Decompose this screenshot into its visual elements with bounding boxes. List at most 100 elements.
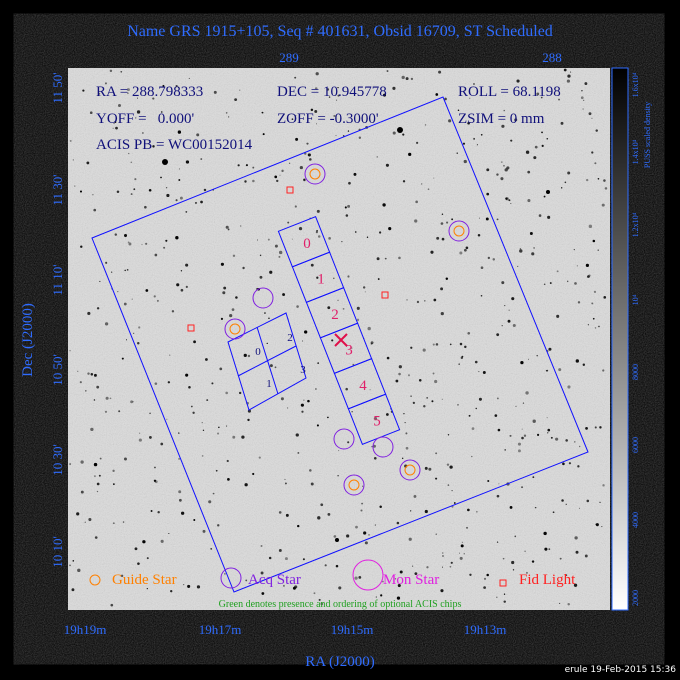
star bbox=[366, 236, 369, 238]
star bbox=[475, 407, 477, 410]
legend-acq bbox=[220, 567, 242, 589]
acq-star bbox=[399, 459, 421, 481]
star bbox=[507, 319, 511, 323]
star bbox=[232, 435, 236, 439]
star bbox=[269, 364, 273, 368]
star bbox=[245, 579, 248, 582]
star bbox=[84, 521, 86, 523]
star bbox=[383, 93, 387, 97]
info: ZOFF = -0.3000' bbox=[277, 111, 379, 127]
star bbox=[427, 188, 430, 190]
chip-label: 1 bbox=[266, 378, 272, 390]
star bbox=[501, 325, 503, 327]
star bbox=[183, 583, 185, 586]
star bbox=[69, 139, 72, 142]
star bbox=[603, 296, 607, 299]
star bbox=[112, 469, 115, 473]
star bbox=[483, 586, 486, 589]
star bbox=[587, 324, 590, 326]
star bbox=[185, 160, 190, 164]
star bbox=[548, 548, 551, 551]
star bbox=[440, 222, 444, 225]
star bbox=[388, 227, 392, 231]
star bbox=[376, 257, 380, 261]
star bbox=[533, 156, 537, 160]
star bbox=[69, 463, 72, 466]
star bbox=[522, 402, 525, 404]
star bbox=[313, 592, 316, 595]
star bbox=[599, 426, 602, 429]
star bbox=[377, 278, 380, 280]
star bbox=[401, 457, 404, 459]
star bbox=[486, 168, 490, 172]
star bbox=[114, 120, 117, 123]
colorbar-tick: 2000 bbox=[631, 590, 640, 606]
colorbar bbox=[611, 67, 629, 611]
star bbox=[503, 109, 505, 112]
star bbox=[154, 382, 158, 385]
star bbox=[369, 389, 371, 391]
star bbox=[335, 564, 339, 568]
star bbox=[397, 583, 401, 588]
star bbox=[591, 151, 594, 154]
star bbox=[113, 123, 115, 125]
star bbox=[133, 332, 135, 334]
star bbox=[595, 129, 598, 132]
star bbox=[208, 500, 212, 504]
star bbox=[245, 164, 248, 167]
chip-label: 4 bbox=[359, 378, 367, 394]
fid-light bbox=[381, 291, 389, 299]
star bbox=[202, 529, 206, 533]
star bbox=[451, 218, 454, 221]
star bbox=[424, 466, 428, 470]
star bbox=[380, 594, 383, 597]
star bbox=[317, 516, 321, 520]
left-tick: 11 50' bbox=[50, 72, 65, 103]
star bbox=[531, 560, 535, 563]
star bbox=[287, 221, 290, 224]
star bbox=[368, 534, 370, 536]
star bbox=[487, 256, 491, 260]
star bbox=[373, 457, 377, 460]
star bbox=[166, 418, 168, 420]
star bbox=[346, 534, 350, 538]
star bbox=[99, 457, 102, 460]
star bbox=[220, 262, 224, 266]
star bbox=[460, 544, 464, 548]
star bbox=[196, 585, 201, 589]
star bbox=[398, 256, 401, 260]
star bbox=[175, 84, 178, 88]
star bbox=[117, 291, 119, 293]
star bbox=[503, 165, 505, 167]
star bbox=[459, 342, 463, 346]
acq-star bbox=[372, 436, 394, 458]
star bbox=[149, 412, 151, 414]
star bbox=[314, 109, 318, 113]
star bbox=[423, 404, 426, 408]
star bbox=[282, 584, 285, 587]
stars bbox=[69, 68, 608, 607]
star bbox=[294, 585, 298, 589]
star bbox=[593, 290, 597, 293]
star bbox=[511, 560, 515, 565]
star bbox=[521, 428, 523, 430]
star bbox=[516, 79, 520, 83]
bright-star bbox=[397, 127, 403, 133]
bottom-tick: 19h17m bbox=[199, 622, 242, 637]
star bbox=[578, 445, 581, 448]
y-axis-label: Dec (J2000) bbox=[20, 303, 36, 377]
star bbox=[440, 287, 444, 291]
star bbox=[123, 302, 127, 306]
star bbox=[442, 555, 444, 557]
star bbox=[215, 469, 218, 472]
star bbox=[314, 87, 318, 90]
star bbox=[148, 188, 152, 192]
star bbox=[244, 483, 248, 487]
star bbox=[601, 526, 603, 528]
star bbox=[317, 235, 321, 238]
star bbox=[315, 72, 319, 76]
star bbox=[518, 449, 521, 453]
star bbox=[584, 554, 588, 558]
star bbox=[276, 179, 279, 183]
star bbox=[449, 465, 453, 469]
